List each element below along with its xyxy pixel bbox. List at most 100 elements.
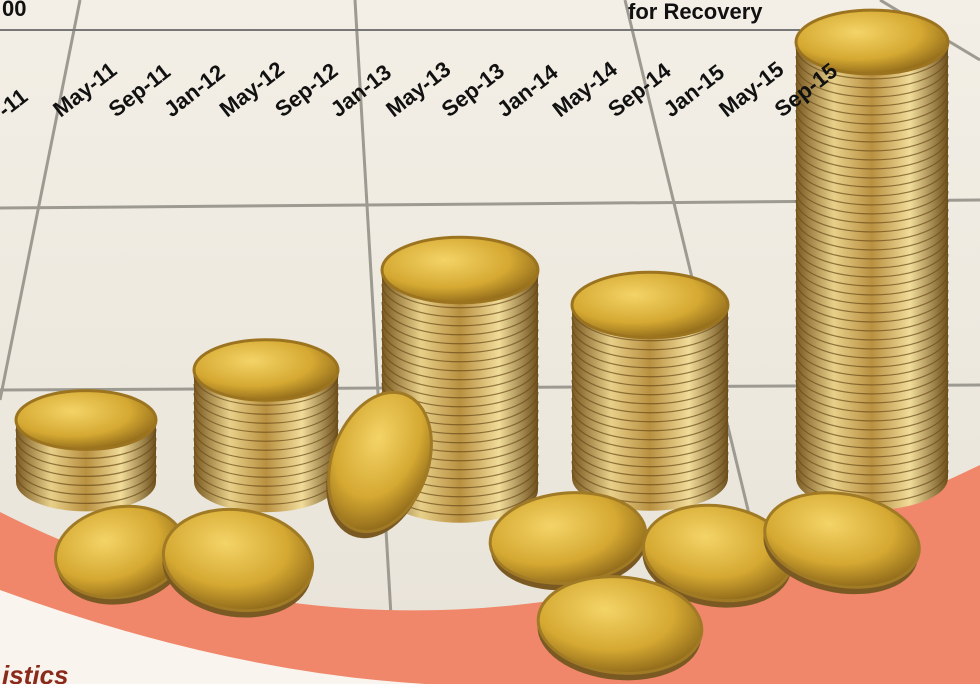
- coin-rim: [795, 379, 949, 413]
- coin-rim: [795, 244, 949, 278]
- header-left: 00: [2, 0, 26, 21]
- coin-rim: [795, 280, 949, 314]
- stack-base: [194, 451, 338, 513]
- coin-rim: [795, 271, 949, 305]
- footer-text: istics: [2, 660, 69, 684]
- coin-rim: [571, 370, 729, 405]
- coin-stack: [14, 389, 158, 512]
- coin-rim: [571, 397, 729, 432]
- grid-line: [0, 0, 82, 401]
- coin-rim: [381, 355, 539, 390]
- coin-rim: [795, 127, 949, 161]
- stack-side: [796, 42, 948, 478]
- coin-face: [192, 338, 340, 402]
- loose-coin: [641, 503, 795, 608]
- coin-rim: [571, 307, 729, 342]
- coin-rim: [795, 307, 949, 341]
- grid-line: [353, 0, 397, 684]
- stack-base: [16, 452, 156, 512]
- coin-stack: [570, 270, 730, 511]
- coin-rim: [571, 424, 729, 459]
- coin-rim: [795, 145, 949, 179]
- coin-rim: [381, 346, 539, 381]
- coin-rim: [381, 310, 539, 345]
- coin-rim: [795, 73, 949, 107]
- coin-rim: [795, 397, 949, 431]
- coin-rim: [15, 473, 157, 504]
- coin-rim: [571, 388, 729, 423]
- coin-rim: [795, 109, 949, 143]
- coin-rim: [795, 46, 949, 80]
- coin-rim: [795, 433, 949, 467]
- coin-rim: [795, 298, 949, 332]
- coin-rim: [193, 401, 339, 433]
- coin-face: [14, 389, 158, 451]
- coin-rim: [795, 334, 949, 368]
- coin-rim: [795, 172, 949, 206]
- coin-rim: [571, 415, 729, 450]
- coin-rim: [795, 154, 949, 188]
- curve-inner: [0, 590, 560, 684]
- coin-rim: [795, 118, 949, 152]
- coin-rim: [571, 442, 729, 477]
- coin-rim: [795, 235, 949, 269]
- coins: [14, 8, 950, 681]
- coin-face: [763, 491, 921, 589]
- coin-rim: [15, 464, 157, 495]
- coin-rim: [381, 373, 539, 408]
- coin-face: [161, 507, 315, 613]
- coin-rim: [795, 424, 949, 458]
- coin-face: [327, 390, 433, 534]
- coin-rim: [571, 433, 729, 468]
- coin-rim: [193, 437, 339, 469]
- coin-rim: [381, 274, 539, 309]
- coin-face: [380, 235, 540, 305]
- coin-rim: [381, 283, 539, 318]
- coin-rim: [795, 325, 949, 359]
- coin-rim: [571, 352, 729, 387]
- coin-rim: [795, 91, 949, 125]
- coin-rim: [795, 64, 949, 98]
- coin-rim: [571, 379, 729, 414]
- curve-band: [0, 465, 980, 684]
- coin-rim: [15, 446, 157, 477]
- coin-rim: [795, 415, 949, 449]
- coin-rim: [795, 163, 949, 197]
- coin-rim: [795, 190, 949, 224]
- coin-rim: [571, 361, 729, 396]
- coin-rim: [381, 337, 539, 372]
- coin-rim: [571, 334, 729, 369]
- coin-rim: [571, 460, 729, 495]
- coin-rim: [795, 361, 949, 395]
- coin-rim: [795, 100, 949, 134]
- coin-rim: [795, 253, 949, 287]
- loose-coin: [488, 491, 648, 591]
- coin-rim: [795, 208, 949, 242]
- coin-rim: [795, 316, 949, 350]
- coin-rim: [795, 217, 949, 251]
- coin-rim: [795, 262, 949, 296]
- coin-rim: [571, 316, 729, 351]
- coin-stack: [794, 8, 950, 510]
- coin-rim: [571, 325, 729, 360]
- coin-rim: [795, 442, 949, 476]
- header-right: for Recovery: [628, 0, 763, 24]
- coin-rim: [193, 428, 339, 460]
- coin-stack: [192, 338, 340, 513]
- coin-rim: [795, 181, 949, 215]
- coin-rim: [571, 451, 729, 486]
- coin-rim: [15, 455, 157, 486]
- coin-rim: [571, 343, 729, 378]
- coin-rim: [795, 55, 949, 89]
- coin-rim: [15, 428, 157, 459]
- coin-rim: [15, 437, 157, 468]
- loose-coin: [54, 504, 186, 605]
- coin-rim: [381, 319, 539, 354]
- coin-rim: [193, 419, 339, 451]
- coin-rim: [795, 370, 949, 404]
- coin-rim: [795, 136, 949, 170]
- coin-rim: [381, 301, 539, 336]
- coin-face: [570, 270, 730, 340]
- loose-coin: [326, 390, 433, 539]
